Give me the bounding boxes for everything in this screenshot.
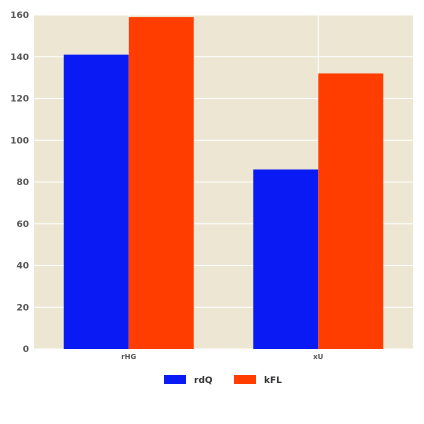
legend-swatch (234, 375, 256, 384)
legend: rdQ kFL (164, 375, 282, 386)
bar-rdQ-xU (253, 169, 319, 349)
y-tick-label: 160 (10, 11, 29, 21)
x-tick-label: rHG (121, 353, 136, 361)
y-tick-label: 140 (10, 53, 29, 63)
y-tick-label: 0 (23, 345, 29, 355)
bar-kFL-rHG (128, 17, 194, 350)
bars (63, 17, 384, 350)
y-tick-label: 100 (10, 136, 29, 146)
legend-swatch (164, 375, 186, 384)
y-axis-tick-labels: 0 20 40 60 80 100 120 140 160 (10, 11, 29, 355)
y-tick-label: 120 (10, 95, 29, 105)
legend-item-rdQ: rdQ (164, 375, 213, 386)
y-tick-label: 80 (16, 178, 29, 188)
legend-label: kFL (264, 376, 282, 386)
y-tick-label: 40 (16, 262, 29, 272)
x-tick-label: xU (313, 353, 324, 361)
legend-label: rdQ (194, 376, 213, 386)
bar-rdQ-rHG (63, 54, 129, 349)
bar-kFL-xU (318, 73, 384, 349)
y-tick-label: 20 (16, 303, 29, 313)
y-tick-label: 60 (16, 220, 29, 230)
x-axis-tick-labels: rHG xU (121, 353, 323, 361)
legend-item-kFL: kFL (234, 375, 282, 386)
